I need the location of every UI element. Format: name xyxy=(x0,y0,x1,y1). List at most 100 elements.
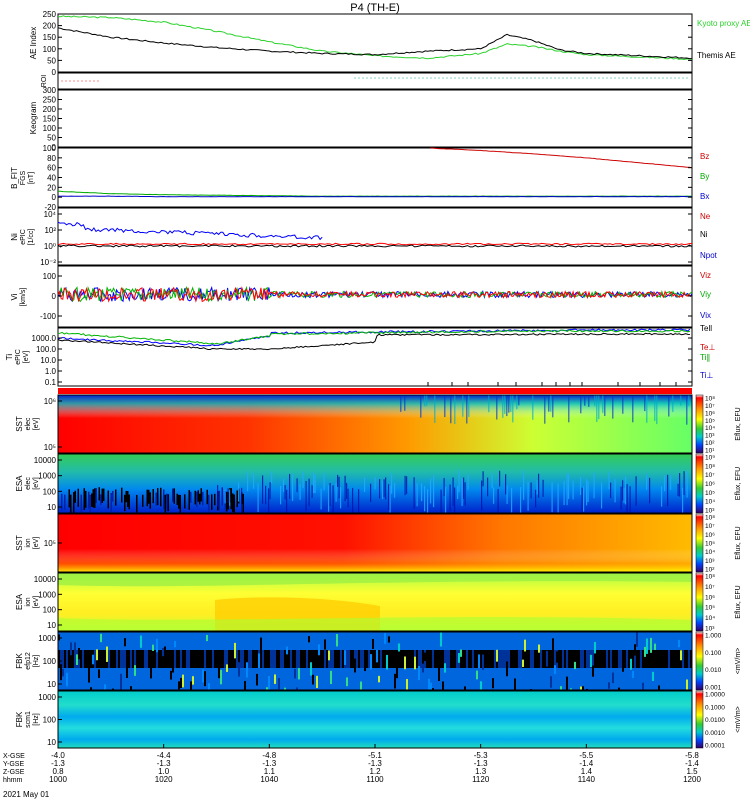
fbk-e-stripe xyxy=(516,650,518,668)
fbk-e-stripe xyxy=(190,681,192,696)
fbk-e-stripe xyxy=(278,678,280,690)
ne-line xyxy=(57,242,693,246)
fbk-e-stripe xyxy=(622,663,624,672)
fbk-e-stripe xyxy=(158,650,160,668)
fbk_b-colorbar-tick: 0.0100 xyxy=(705,717,725,724)
fbk-e-stripe xyxy=(244,680,246,691)
sst-elec-stripe xyxy=(454,395,456,425)
esa-elec-stripe xyxy=(115,489,117,506)
esa-elec-stripe xyxy=(152,489,154,504)
roi-dot xyxy=(566,77,568,79)
fbk-e-stripe xyxy=(372,639,374,649)
te-line xyxy=(57,332,690,351)
fbk-e-stripe xyxy=(200,650,202,668)
esa-elec-stripe xyxy=(233,494,235,513)
sst-elec-stripe xyxy=(512,395,514,423)
esa-elec-stripe xyxy=(457,485,459,499)
fbk-e-stripe xyxy=(566,676,568,692)
fbk-e-stripe xyxy=(330,650,332,668)
fbk-e-stripe xyxy=(644,650,646,668)
esa-elec-stripe xyxy=(101,488,103,504)
fbk-e-stripe xyxy=(372,650,374,668)
fbk-e-stripe xyxy=(282,650,284,668)
esa-elec-stripe xyxy=(157,488,159,506)
esa_e-colorbar xyxy=(695,453,704,514)
fbk-e-stripe xyxy=(288,650,290,668)
fbk-e-stripe xyxy=(494,650,496,668)
esa_e-tick-label: 100 xyxy=(43,487,57,496)
esa-elec-stripe xyxy=(635,476,637,506)
fbk-e-stripe xyxy=(552,650,554,668)
esa-elec-stripe xyxy=(238,482,240,502)
fbk-e-stripe xyxy=(304,650,306,668)
fbk-e-stripe xyxy=(206,650,208,668)
esa-elec-stripe xyxy=(391,473,393,494)
fbk-e-stripe xyxy=(274,674,276,684)
sst_i-colorbar-tick: 10⁶ xyxy=(705,532,715,539)
esa-elec-stripe xyxy=(61,493,63,511)
esa-elec-stripe xyxy=(608,471,610,490)
esa_i-ylabel2: ion xyxy=(25,597,32,606)
keogram-tick-label: 150 xyxy=(43,115,57,124)
temperature-tick-label: 1.0 xyxy=(45,367,57,376)
fbk-e-stripe xyxy=(650,650,652,668)
fbk-e-stripe xyxy=(648,650,650,668)
fbk-e-stripe xyxy=(112,650,114,668)
fbk-e-stripe xyxy=(370,654,372,670)
fbk-e-stripe xyxy=(532,650,534,668)
esa-elec-stripe xyxy=(253,472,255,489)
esa-elec-stripe xyxy=(347,488,349,508)
time-tick-zgse: 1.4 xyxy=(581,767,593,776)
sst-elec-stripe xyxy=(468,395,470,417)
sst_e-colorbar-tick: 10¹ xyxy=(705,448,715,455)
esa-elec-stripe xyxy=(83,488,85,510)
fbk-e-stripe xyxy=(552,638,554,653)
roi-dot xyxy=(466,77,468,79)
fbk-e-stripe xyxy=(404,656,406,670)
fbk-e-stripe xyxy=(486,650,488,668)
roi-dot xyxy=(394,77,396,79)
roi-dot xyxy=(570,77,572,79)
fbk-e-stripe xyxy=(326,650,328,668)
esa-elec-stripe xyxy=(271,471,273,484)
velocity-tick-label: 100 xyxy=(43,272,57,281)
fbk-e-stripe xyxy=(276,650,278,668)
fbk-e-stripe xyxy=(540,650,542,668)
fbk-e-stripe xyxy=(220,650,222,668)
fbk-e-stripe xyxy=(636,632,638,647)
fbk_e-colorbar-tick: 0.010 xyxy=(705,667,722,674)
fbk-e-stripe xyxy=(180,650,182,668)
esa-elec-stripe xyxy=(583,486,585,512)
fbk-e-stripe xyxy=(614,650,616,668)
velocity-ylabel2: [km/s] xyxy=(20,288,27,307)
fbk-e-stripe xyxy=(450,650,452,668)
keogram-tick-label: 200 xyxy=(43,105,57,114)
roi-dot xyxy=(670,77,672,79)
legend-tiperp: Ti⊥ xyxy=(700,371,713,380)
roi-dot xyxy=(85,80,87,82)
fbk-e-stripe xyxy=(294,668,296,679)
sst-elec-stripe xyxy=(516,395,518,410)
bfgm-tick-label: 0 xyxy=(52,193,57,202)
roi-dot xyxy=(426,77,428,79)
time-tick-xgse: -4.4 xyxy=(157,751,171,760)
fbk-e-stripe xyxy=(596,650,598,668)
roi-dot xyxy=(77,80,79,82)
fbk-e-stripe xyxy=(510,650,512,668)
fbk-e-stripe xyxy=(154,650,156,668)
roi-dot xyxy=(490,77,492,79)
fbk-e-stripe xyxy=(398,650,400,668)
fbk-e-stripe xyxy=(414,656,416,670)
sst-elec-stripe xyxy=(672,395,674,412)
fbk-e-stripe xyxy=(58,650,60,668)
roi-dot xyxy=(81,80,83,82)
fbk-e-stripe xyxy=(546,650,548,667)
fbk-e-stripe xyxy=(256,673,258,686)
fbk-e-stripe xyxy=(306,650,308,668)
esa-elec-stripe xyxy=(335,482,337,502)
esa-elec-stripe xyxy=(493,487,495,504)
roi-dot xyxy=(642,77,644,79)
npot-line xyxy=(57,244,693,248)
roi-dot xyxy=(462,77,464,79)
esa-elec-stripe xyxy=(166,493,168,513)
